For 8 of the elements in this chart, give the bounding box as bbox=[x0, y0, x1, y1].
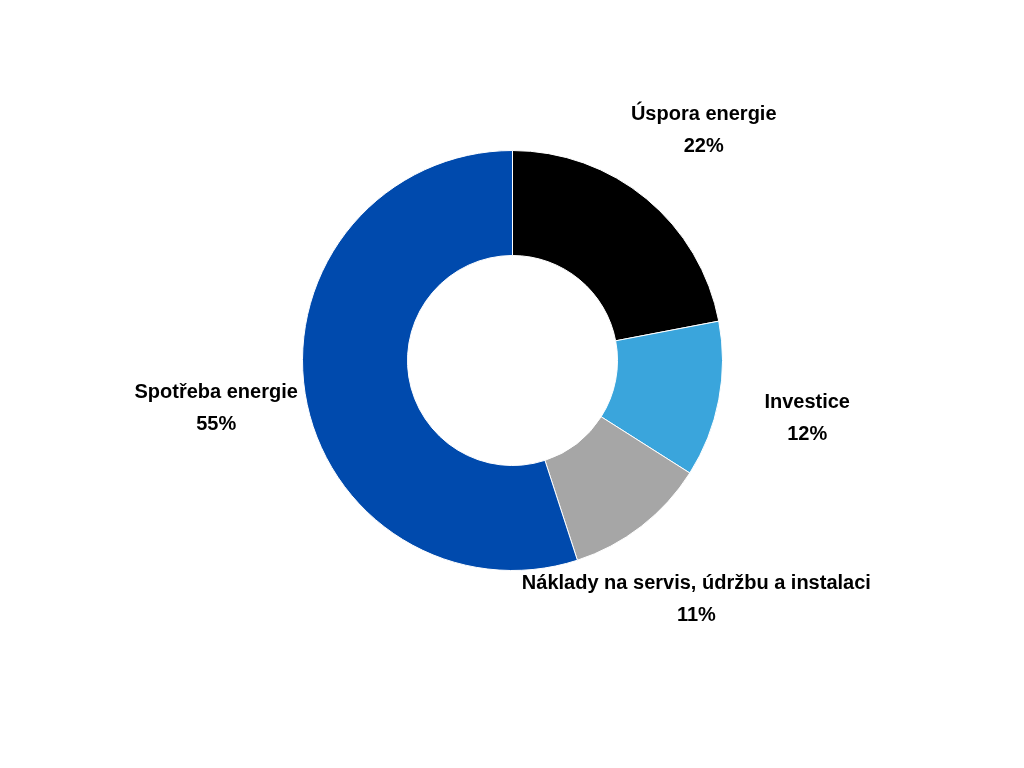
slice-label: Spotřeba energie bbox=[134, 380, 298, 403]
slice-label: Úspora energie bbox=[630, 101, 777, 125]
slice-label: Investice bbox=[764, 389, 850, 412]
data-label: 12% bbox=[787, 421, 828, 444]
data-label: 22% bbox=[683, 134, 724, 157]
data-label: 55% bbox=[196, 412, 237, 435]
data-label: 11% bbox=[676, 602, 717, 625]
slice-label: Náklady na servis, údržbu a instalaci bbox=[521, 570, 871, 593]
